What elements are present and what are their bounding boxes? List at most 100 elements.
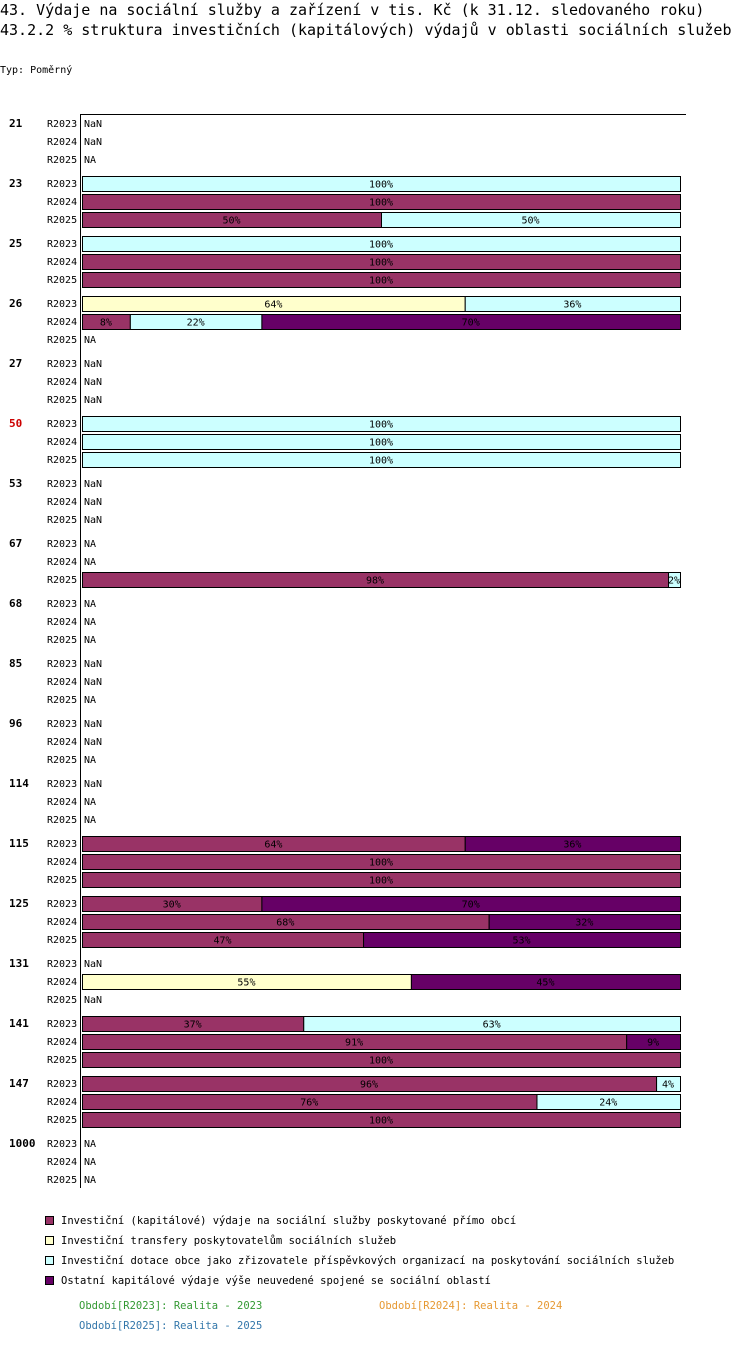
na-label: NaN <box>84 377 102 388</box>
na-label: NA <box>84 1157 96 1168</box>
legend-swatch-other <box>45 1275 54 1285</box>
data-label: 55% <box>237 978 255 989</box>
data-label: 37% <box>184 1020 202 1031</box>
na-label: NA <box>84 155 96 166</box>
na-label: NaN <box>84 137 102 148</box>
period-label: R2023 <box>47 179 77 190</box>
chart-type-label: Typ: Poměrný <box>0 65 73 76</box>
bar-segment <box>303 1016 681 1032</box>
period-label: R2023 <box>47 719 77 730</box>
group-label: 96 <box>9 717 23 730</box>
data-label: 100% <box>369 180 393 191</box>
bar-segment <box>82 416 681 432</box>
period-label: R2024 <box>47 137 77 148</box>
period-label: R2023 <box>47 119 77 130</box>
period-label: R2025 <box>47 515 77 526</box>
period-label: R2023 <box>47 1079 77 1090</box>
period-label: R2024 <box>47 917 77 928</box>
legend-label-subsidies: Investiční dotace obce jako zřizovatele … <box>61 1255 675 1267</box>
group-label: 50 <box>9 417 22 430</box>
period-label: R2025 <box>47 275 77 286</box>
bar-segment <box>668 572 681 588</box>
data-label: 63% <box>483 1020 501 1031</box>
na-label: NaN <box>84 479 102 490</box>
data-label: 64% <box>264 300 282 311</box>
data-label: 45% <box>536 978 554 989</box>
na-label: NA <box>84 557 96 568</box>
legend-label-other: Ostatní kapitálové výdaje výše neuvedené… <box>61 1275 491 1287</box>
bar-segment <box>82 272 681 288</box>
bar-segment <box>82 872 681 888</box>
data-label: 100% <box>369 276 393 287</box>
legend-swatch-transfers <box>45 1235 54 1245</box>
period-label: R2023 <box>47 959 77 970</box>
data-label: 100% <box>369 876 393 887</box>
period-label: R2024 <box>47 557 77 568</box>
na-label: NA <box>84 815 96 826</box>
bar-segment <box>82 1112 681 1128</box>
bar-segment <box>464 836 681 852</box>
bar-segment <box>82 176 681 192</box>
bar-segment <box>363 932 681 948</box>
group-label: 21 <box>9 117 23 130</box>
data-label: 100% <box>369 240 393 251</box>
legend-label-direct: Investiční (kapitálové) výdaje na sociál… <box>61 1215 517 1227</box>
period-label: R2023 <box>47 1019 77 1030</box>
bar-segment <box>536 1094 681 1110</box>
period-label: R2023 <box>47 1139 77 1150</box>
legend-label-transfers: Investiční transfery poskytovatelům soci… <box>61 1235 397 1247</box>
na-label: NaN <box>84 737 102 748</box>
period-label: R2025 <box>47 335 77 346</box>
group-label: 85 <box>9 657 22 670</box>
period-label: R2024 <box>47 617 77 628</box>
period-label: R2025 <box>47 935 77 946</box>
data-label: 47% <box>213 936 231 947</box>
period-label: R2025 <box>47 755 77 766</box>
period-label: R2024 <box>47 677 77 688</box>
data-label: 100% <box>369 420 393 431</box>
na-label: NaN <box>84 395 102 406</box>
group-label: 1000 <box>9 1137 36 1150</box>
bar-segment <box>410 974 681 990</box>
bar-segment <box>261 314 681 330</box>
data-label: 96% <box>360 1080 378 1091</box>
period-label: R2025 <box>47 455 77 466</box>
bar-segment <box>82 434 681 450</box>
na-label: NaN <box>84 515 102 526</box>
bar-segment <box>82 254 681 270</box>
period-label: R2025 <box>47 1115 77 1126</box>
na-label: NaN <box>84 359 102 370</box>
na-label: NaN <box>84 995 102 1006</box>
bar-segment <box>464 296 681 312</box>
bar-segment <box>488 914 682 930</box>
data-label: 32% <box>575 918 593 929</box>
na-label: NA <box>84 695 96 706</box>
period-label: R2024 <box>47 797 77 808</box>
group-label: 67 <box>9 537 22 550</box>
group-label: 114 <box>9 777 29 790</box>
na-label: NaN <box>84 119 102 130</box>
period-label: R2023 <box>47 419 77 430</box>
na-label: NA <box>84 1139 96 1150</box>
na-label: NaN <box>84 677 102 688</box>
na-label: NA <box>84 635 96 646</box>
data-label: 76% <box>300 1098 318 1109</box>
bar-segment <box>261 896 681 912</box>
data-label: 100% <box>369 198 393 209</box>
na-label: NA <box>84 539 96 550</box>
na-label: NaN <box>84 497 102 508</box>
data-label: 100% <box>369 1056 393 1067</box>
period-label: R2024 <box>47 737 77 748</box>
group-label: 125 <box>9 897 29 910</box>
bar-segment <box>656 1076 682 1092</box>
period-label: R2025 <box>47 995 77 1006</box>
bar-segment <box>82 194 681 210</box>
na-label: NaN <box>84 779 102 790</box>
data-label: 64% <box>264 840 282 851</box>
period-label: R2025 <box>47 215 77 226</box>
group-label: 131 <box>9 957 29 970</box>
data-label: 50% <box>521 216 539 227</box>
period-label: R2024 <box>47 1097 77 1108</box>
group-label: 23 <box>9 177 22 190</box>
